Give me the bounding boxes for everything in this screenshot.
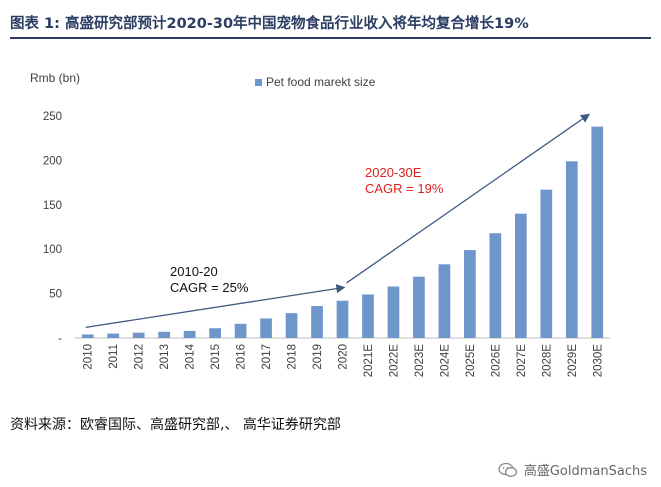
x-tick-label: 2027E: [516, 344, 528, 378]
x-tick-label: 2013: [159, 344, 171, 370]
x-tick-label: 2011: [108, 344, 120, 369]
x-tick-label: 2017: [261, 344, 273, 370]
legend-swatch: [255, 79, 262, 86]
bar: [209, 328, 221, 338]
watermark-text: 高盛GoldmanSachs: [523, 464, 647, 479]
x-tick-label: 2025E: [465, 344, 477, 378]
bar: [413, 276, 425, 338]
y-axis: - 50 100 150 200 250: [43, 111, 62, 345]
x-tick-label: 2012: [134, 344, 146, 370]
x-tick-label: 2020: [338, 344, 350, 370]
x-tick-label: 2022E: [388, 344, 400, 378]
bar: [489, 233, 502, 338]
bar: [158, 331, 171, 338]
y-tick-label: 250: [43, 111, 62, 123]
x-tick-label: 2014: [185, 343, 197, 369]
bar: [311, 306, 323, 338]
cagr-2020-2030-label-line: 2020-30E: [365, 165, 422, 180]
x-tick-label: 2016: [236, 344, 248, 370]
x-tick-label: 2019: [312, 344, 324, 370]
chart-title: 图表 1: 高盛研究部预计2020-30年中国宠物食品行业收入将年均复合增长19…: [10, 16, 529, 32]
bars: [81, 126, 604, 338]
x-tick-label: 2026E: [490, 344, 502, 378]
x-tick-label: 2029E: [567, 344, 579, 378]
bar: [107, 333, 120, 338]
bar-chart: Rmb (bn) Pet food marekt size - 50 100 150 2…: [30, 71, 610, 377]
bar: [565, 161, 578, 338]
y-tick-label: 50: [49, 289, 62, 301]
x-tick-label: 2010: [83, 344, 95, 370]
y-tick-label: 150: [43, 200, 62, 212]
bar: [336, 300, 349, 338]
x-axis: 2010 2011 2012 2013 2014 2015 2016 2017 2018 2019…: [83, 343, 605, 377]
bar: [285, 313, 298, 338]
y-tick-label: -: [58, 333, 62, 345]
y-tick-label: 100: [43, 244, 62, 256]
bar: [234, 323, 247, 338]
y-axis-unit-label: Rmb (bn): [30, 71, 80, 85]
legend-label: Pet food marekt size: [266, 75, 376, 89]
x-tick-label: 2015: [210, 344, 222, 370]
title-divider: [10, 37, 651, 39]
bar: [387, 286, 400, 338]
x-tick-label: 2023E: [414, 344, 426, 378]
bar: [132, 332, 145, 338]
bar: [260, 318, 272, 338]
bar: [464, 250, 476, 338]
cagr-2010-2020-label-line: CAGR = 25%: [170, 280, 249, 295]
wechat-icon: [498, 462, 518, 477]
watermark: 高盛GoldmanSachs: [498, 460, 647, 479]
x-tick-label: 2028E: [541, 344, 553, 378]
x-tick-label: 2030E: [592, 344, 604, 378]
bar: [183, 330, 196, 338]
cagr-2010-2020-label-line: 2010-20: [170, 264, 218, 279]
trend-arrow-2020-2030: [346, 113, 591, 284]
bar: [362, 294, 374, 338]
legend: Pet food marekt size: [255, 75, 376, 89]
bar: [591, 126, 604, 338]
bar: [540, 189, 553, 338]
x-tick-label: 2024E: [439, 344, 451, 378]
trend-arrow-2010-2020: [85, 284, 346, 328]
bar: [438, 264, 451, 338]
source-note: 资料来源：欧睿国际、高盛研究部,、 高华证券研究部: [10, 417, 341, 433]
x-tick-label: 2018: [287, 344, 299, 370]
bar: [514, 213, 527, 338]
y-tick-label: 200: [43, 155, 62, 167]
cagr-2020-2030-label-line: CAGR = 19%: [365, 181, 444, 196]
bar: [81, 334, 94, 338]
x-tick-label: 2021E: [363, 344, 375, 378]
